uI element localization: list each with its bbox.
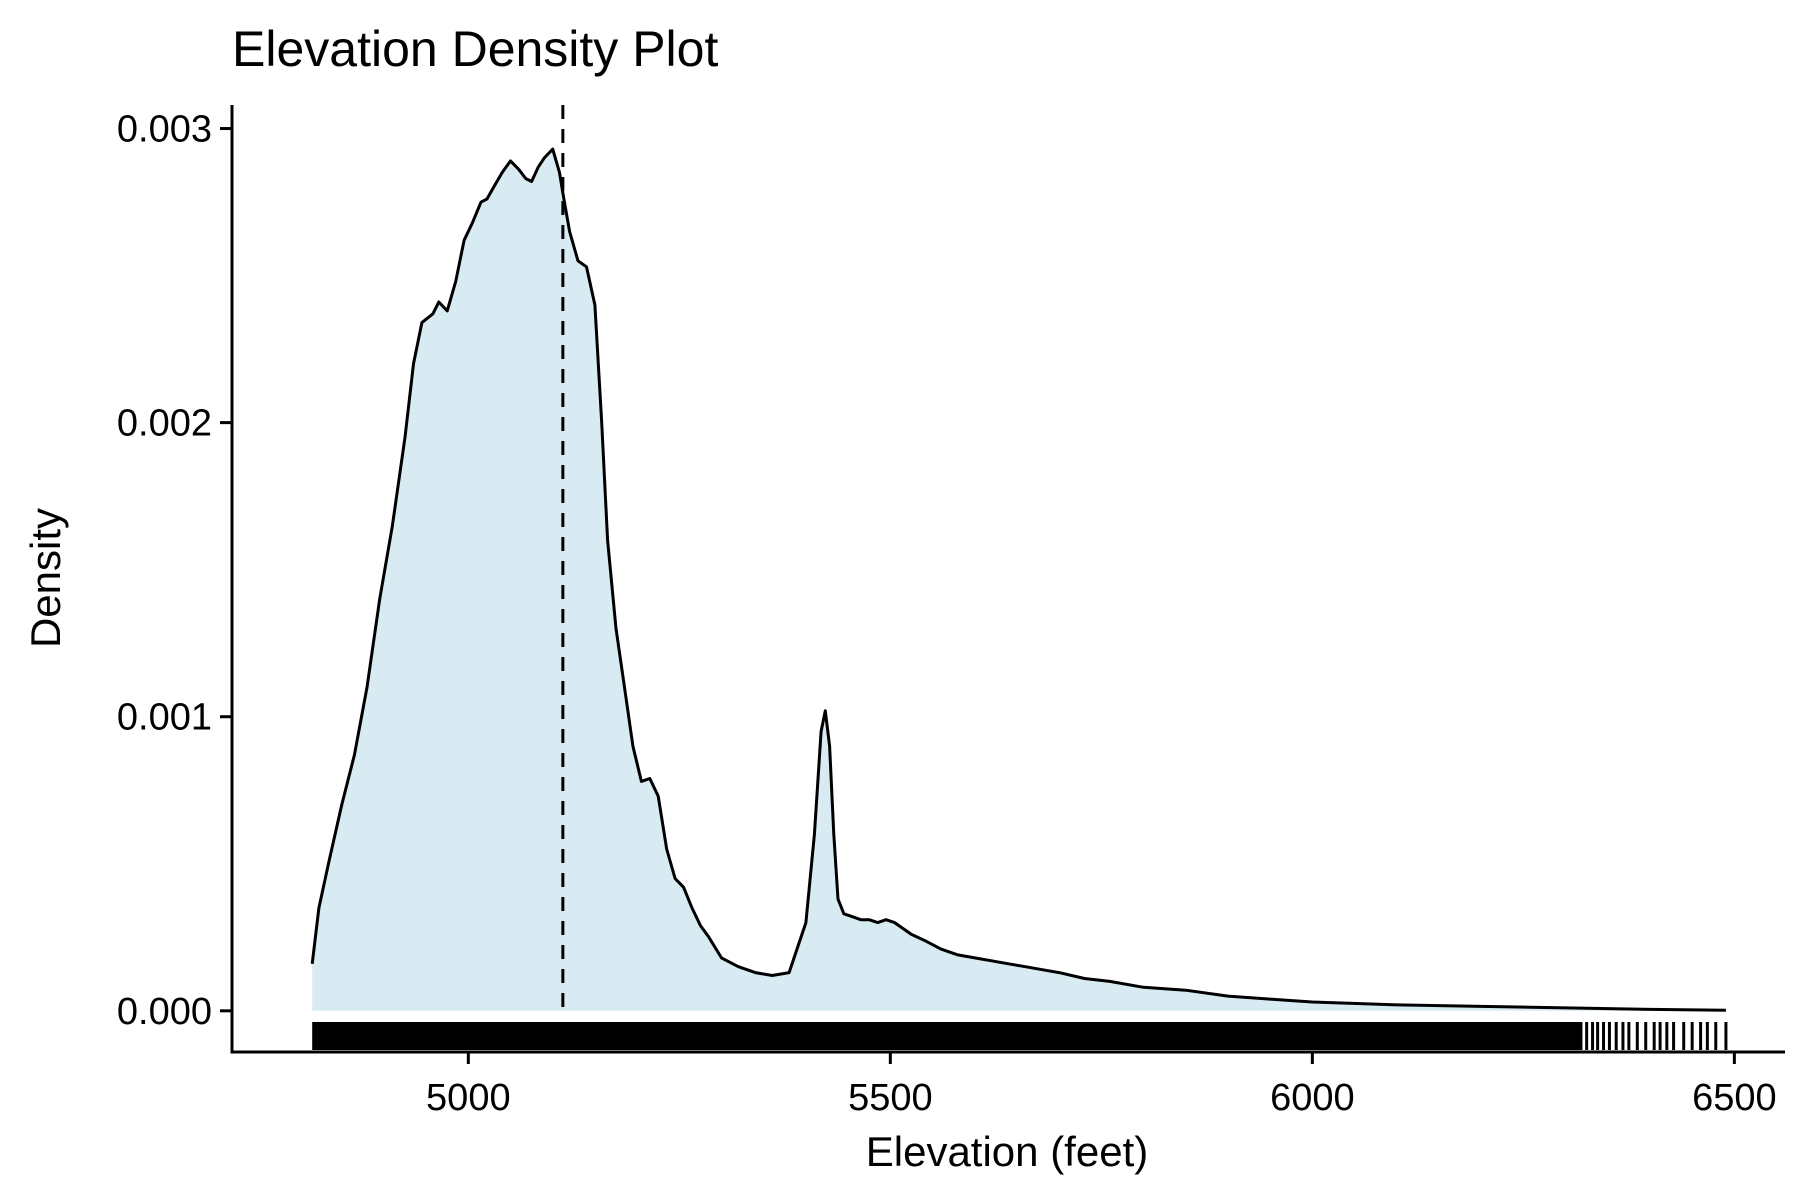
x-tick-label: 5500 — [848, 1077, 933, 1119]
y-axis: 0.000 0.001 0.002 0.003 — [117, 105, 234, 1052]
x-tick-label: 5000 — [426, 1077, 511, 1119]
y-tick-label: 0.003 — [117, 109, 212, 151]
y-tick-label: 0.001 — [117, 697, 212, 739]
density-line — [310, 147, 1726, 1012]
density-area — [312, 149, 1726, 1011]
x-tick-label: 6500 — [1692, 1077, 1777, 1119]
rug-band — [312, 1022, 1583, 1050]
chart-title: Elevation Density Plot — [232, 21, 718, 77]
plot-area — [310, 105, 1728, 1050]
y-tick-label: 0.002 — [117, 403, 212, 445]
rug-marks — [312, 1022, 1728, 1050]
x-axis: 5000 5500 6000 6500 — [230, 1050, 1785, 1119]
y-tick-label: 0.000 — [117, 991, 212, 1033]
x-tick-label: 6000 — [1270, 1077, 1355, 1119]
y-axis-title: Density — [22, 508, 69, 648]
x-axis-title: Elevation (feet) — [866, 1128, 1148, 1175]
